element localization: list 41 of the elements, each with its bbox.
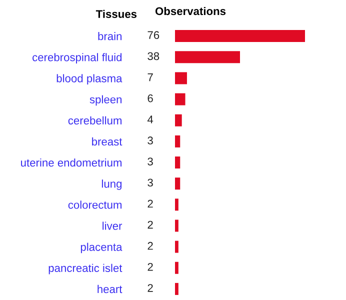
y-tick-label: cerebellum — [68, 116, 122, 124]
data-label: 3 — [148, 158, 153, 166]
bar — [175, 30, 305, 42]
bar — [175, 240, 178, 253]
bar — [175, 72, 187, 84]
y-tick-label: cerebrospinal fluid — [32, 53, 122, 64]
data-label: 3 — [148, 178, 153, 187]
data-label: 7 — [148, 73, 153, 82]
y-tick-label: uterine endometrium — [21, 158, 122, 167]
bar — [175, 282, 178, 295]
data-label: 3 — [148, 136, 153, 144]
y-tick-label: brain — [98, 32, 122, 40]
bar — [175, 198, 178, 211]
data-label: 6 — [148, 94, 153, 102]
y-axis-title: Tissues — [96, 10, 137, 18]
y-tick-label: liver — [102, 222, 122, 230]
data-label: 2 — [148, 263, 153, 271]
bar — [175, 135, 180, 148]
y-tick-label: spleen — [90, 95, 122, 106]
bar — [175, 262, 178, 274]
bar — [175, 114, 182, 126]
data-label: 2 — [148, 242, 153, 250]
bar — [175, 51, 240, 64]
y-tick-label: breast — [92, 137, 122, 146]
x-axis-title: Observations — [155, 6, 226, 16]
y-tick-label: pancreatic islet — [48, 264, 122, 274]
y-tick-label: lung — [102, 180, 122, 190]
data-label: 2 — [148, 284, 153, 292]
bar — [175, 93, 186, 106]
bar — [175, 178, 180, 190]
bar — [175, 220, 178, 232]
data-label: 76 — [148, 31, 160, 40]
data-label: 2 — [148, 220, 153, 229]
y-tick-label: heart — [98, 284, 122, 294]
data-label: 2 — [148, 200, 153, 208]
bar — [175, 156, 180, 169]
y-tick-label: colorectum — [68, 200, 122, 209]
y-tick-label: blood plasma — [56, 74, 122, 85]
data-label: 38 — [148, 52, 160, 60]
data-label: 4 — [147, 116, 154, 124]
y-tick-label: placenta — [80, 242, 122, 254]
